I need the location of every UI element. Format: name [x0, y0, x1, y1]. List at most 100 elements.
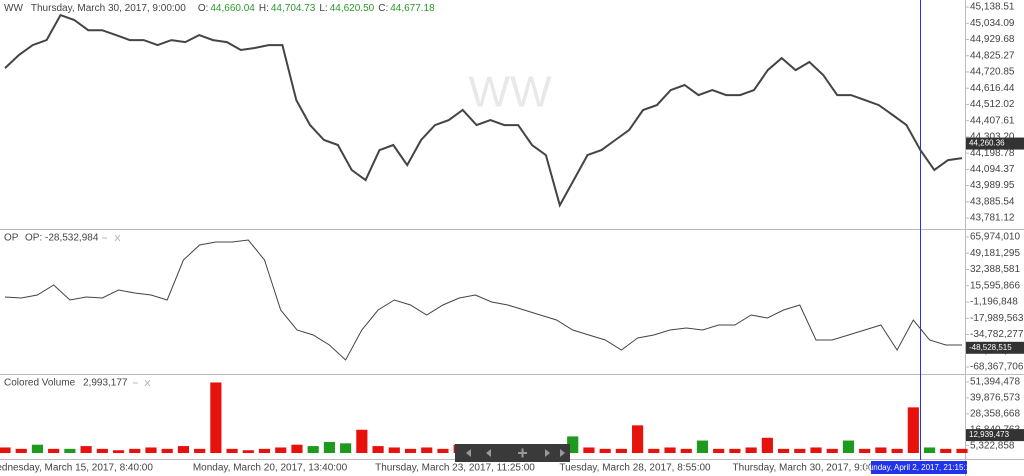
- y-tick-label: 43,885.54: [970, 196, 1015, 207]
- volume-bar: [112, 450, 125, 453]
- y-tick-label: 28,358,668: [970, 408, 1020, 419]
- volume-bar: [404, 448, 417, 453]
- volume-bar: [615, 448, 627, 453]
- last-value-bg: [966, 429, 1024, 442]
- volume-bar: [15, 448, 27, 453]
- volume-bar: [567, 436, 579, 453]
- pane-legend: OP: -28,532,984: [25, 233, 99, 244]
- ohlc-value: 44,677.18: [390, 3, 435, 14]
- y-tick-label: 44,407.61: [970, 115, 1015, 126]
- x-tick-label: Tuesday, March 28, 2017, 8:55:00: [559, 463, 711, 474]
- y-tick-label: 44,094.37: [970, 164, 1015, 175]
- y-tick-label: 49,181,295: [970, 248, 1020, 259]
- volume-bar: [388, 447, 400, 453]
- y-tick-label: 44,929.68: [970, 34, 1015, 45]
- volume-bar: [583, 447, 595, 453]
- volume-bar: [729, 448, 741, 453]
- last-value-label: 44,260.36: [969, 139, 1005, 148]
- volume-bar: [891, 448, 903, 453]
- ohlc-key: H:: [259, 3, 269, 14]
- volume-bar: [372, 446, 384, 453]
- volume-bar: [242, 450, 254, 453]
- volume-bar: [794, 448, 806, 453]
- volume-bar: [323, 441, 335, 453]
- symbol: WW: [4, 3, 23, 14]
- volume-bar: [696, 440, 709, 453]
- crosshair-label-bg: [871, 461, 967, 474]
- y-tick-label: 5,322,858: [970, 440, 1015, 451]
- volume-bar: [80, 446, 92, 453]
- y-tick-label: 44,825.27: [970, 50, 1015, 61]
- volume-bar: [145, 447, 157, 453]
- pane-legend: 2,993,177: [83, 378, 128, 389]
- volume-bar: [226, 448, 238, 453]
- volume-bar: [745, 447, 757, 453]
- x-tick-label: Thursday, March 30, 2017, 9:00:00: [733, 463, 888, 474]
- volume-bar: [680, 448, 692, 453]
- y-tick-label: 43,781.12: [970, 213, 1015, 224]
- y-tick-label: 15,595,866: [970, 280, 1020, 291]
- volume-bar: [291, 444, 303, 453]
- volume-bar: [842, 440, 855, 453]
- volume-bar: [923, 447, 936, 453]
- y-tick-label: 32,388,581: [970, 264, 1020, 275]
- volume-bar: [194, 448, 206, 453]
- ohlc-value: 44,704.73: [271, 3, 316, 14]
- y-tick-label: -34,782,277: [970, 329, 1024, 340]
- volume-bar: [713, 448, 725, 453]
- watermark: WW: [468, 68, 552, 117]
- volume-bar: [177, 446, 190, 453]
- volume-bar: [275, 447, 287, 453]
- volume-bar: [258, 448, 271, 453]
- last-value-label: -48,528,515: [969, 343, 1012, 352]
- y-tick-label: 51,394,478: [970, 377, 1020, 388]
- volume-bar: [632, 425, 644, 453]
- y-tick-label: 44,616.44: [970, 83, 1015, 94]
- y-tick-label: 43,989.95: [970, 180, 1015, 191]
- y-tick-label: -1,196,848: [970, 297, 1018, 308]
- volume-bar: [777, 448, 790, 453]
- volume-bar: [664, 447, 676, 453]
- volume-bar: [761, 437, 773, 453]
- volume-bar: [421, 447, 433, 453]
- y-tick-label: 44,198.78: [970, 148, 1015, 159]
- volume-bar: [907, 407, 919, 453]
- ohlc-value: 44,660.04: [210, 3, 255, 14]
- ohlc-key: O:: [198, 3, 209, 14]
- volume-bar: [0, 447, 11, 453]
- volume-bar: [599, 448, 611, 453]
- volume-bar: [826, 448, 838, 453]
- datetime: Thursday, March 30, 2017, 9:00:00: [31, 3, 186, 14]
- y-tick-label: 44,303.20: [970, 132, 1015, 143]
- volume-bar: [648, 448, 660, 453]
- volume-bar: [940, 448, 952, 453]
- y-tick-label: 65,974,010: [970, 232, 1020, 243]
- y-tick-label: -17,989,563: [970, 313, 1024, 324]
- y-tick-label: 44,512.02: [970, 99, 1015, 110]
- ohlc-key: L:: [319, 3, 327, 14]
- last-value-bg: [966, 341, 1024, 354]
- line-series: [4, 239, 962, 361]
- volume-bar: [64, 448, 76, 453]
- pane-controls[interactable]: [102, 234, 151, 387]
- volume-bar: [340, 443, 352, 453]
- volume-bar: [161, 448, 173, 453]
- y-tick-label: 39,876,573: [970, 392, 1020, 403]
- volume-bar: [859, 448, 871, 453]
- header: WW Thursday, March 30, 2017, 9:00:00 O: 44,…: [4, 3, 435, 14]
- y-tick-label: -68,367,706: [970, 362, 1024, 373]
- volume-bar: [875, 447, 887, 453]
- nav-buttons[interactable]: [455, 444, 570, 462]
- ohlc-key: C:: [378, 3, 388, 14]
- pane-title: Colored Volume: [4, 378, 76, 389]
- y-tick-label: 45,034.09: [970, 18, 1015, 29]
- volume-bar: [96, 448, 108, 453]
- line-series: [4, 13, 963, 208]
- volume-bar: [210, 382, 222, 453]
- x-tick-label: Thursday, March 23, 2017, 11:25:00: [375, 463, 535, 474]
- volume-bar: [31, 444, 44, 453]
- x-tick-label: Monday, March 20, 2017, 13:40:00: [193, 463, 348, 474]
- x-tick-label: Wednesday, March 15, 2017, 8:40:00: [0, 463, 153, 474]
- volume-bar: [307, 446, 319, 453]
